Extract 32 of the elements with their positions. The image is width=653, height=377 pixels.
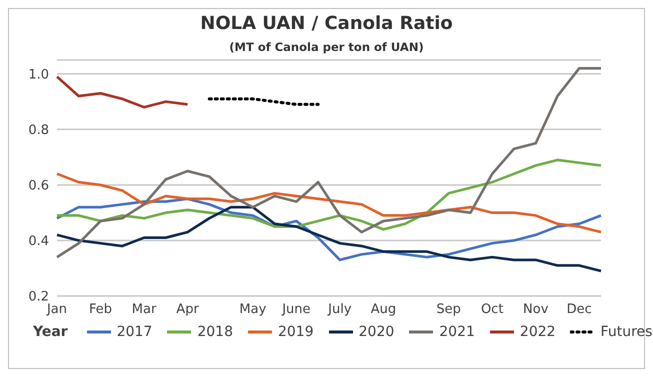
y-tick-label: 0.8 — [28, 123, 49, 138]
x-tick-label: Aug — [370, 302, 396, 318]
y-tick-label: 0.2 — [28, 290, 49, 305]
line-series — [56, 75, 189, 108]
line-series — [56, 158, 602, 231]
legend-label: 2022 — [520, 324, 556, 340]
x-tick-label: Jan — [46, 302, 68, 318]
y-tick-label: 1.0 — [28, 67, 49, 82]
legend-label: Futures — [600, 324, 652, 340]
x-tick-label: June — [281, 302, 311, 318]
chart-title: NOLA UAN / Canola Ratio — [199, 13, 454, 34]
legend-title: Year — [33, 324, 68, 340]
x-tick-label: Dec — [566, 302, 592, 318]
x-tick-label: Feb — [89, 302, 112, 318]
x-tick-label: Sep — [436, 302, 461, 318]
legend-label: 2020 — [358, 324, 394, 340]
x-tick-label: Oct — [480, 302, 504, 318]
line-series — [56, 67, 602, 258]
y-tick-label: 0.4 — [28, 234, 49, 250]
legend-label: 2017 — [116, 324, 152, 340]
legend-label: 2019 — [278, 324, 314, 340]
x-tick-label: Apr — [176, 302, 200, 318]
line-series — [56, 172, 602, 234]
legend-label: 2021 — [439, 324, 475, 340]
chart-subtitle: (MT of Canola per ton of UAN) — [228, 40, 425, 54]
legend-label: 2018 — [197, 324, 233, 340]
x-tick-label: Mar — [132, 302, 157, 318]
line-series — [56, 206, 602, 272]
y-tick-label: 0.6 — [28, 178, 49, 194]
x-tick-label: Nov — [523, 302, 549, 318]
x-tick-label: July — [327, 302, 352, 318]
x-tick-label: May — [239, 302, 267, 318]
